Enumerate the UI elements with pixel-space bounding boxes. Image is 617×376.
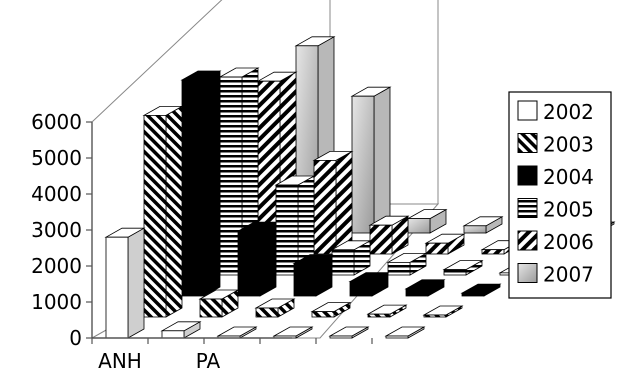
bar-front [349,281,373,297]
y-axis: 0 1000 2000 3000 4000 5000 6000 [31,110,93,350]
bar-front [463,225,487,234]
y-tick-label: 1000 [31,290,82,314]
bar [310,301,352,318]
bar [442,259,484,276]
bar [348,271,390,297]
bar [160,321,202,339]
bar-front [423,314,447,318]
legend-label: 2006 [543,230,594,254]
legend-swatch [517,100,538,121]
bar [180,70,222,297]
x-tick-label: ANH [98,349,142,373]
bar [198,289,240,318]
bar-side [259,221,277,297]
bar [404,279,446,297]
bar-front [293,263,317,297]
bar-front [369,224,393,255]
bar-side [127,227,145,339]
legend-swatch [517,133,538,153]
bar-front [181,79,205,297]
bar [424,233,466,255]
legend-swatch [517,263,538,283]
legend-label: 2004 [543,165,594,189]
bar [406,208,448,234]
y-tick-label: 6000 [31,110,82,134]
bar-front [425,242,449,255]
legend-label: 2002 [543,100,594,124]
bar [272,326,314,339]
y-tick-label: 5000 [31,146,82,170]
legend-swatch [517,198,538,218]
bar [328,326,370,339]
legend-swatch [517,230,538,251]
bar [460,283,502,297]
bar [368,215,410,255]
bar-series [104,36,616,339]
bar-front [351,95,375,234]
bar-front [387,261,411,276]
bar-front [329,335,353,339]
legend: 2002 2003 2004 2005 2006 2007 [508,91,612,299]
bar [216,326,258,339]
y-tick-label: 2000 [31,254,82,278]
bar-front [405,288,429,297]
bar-front [461,292,485,297]
bar-front [161,330,185,339]
bar-front [481,249,505,255]
bar [422,305,464,318]
bar-front [367,313,391,318]
bar [254,298,296,318]
bar [384,326,426,339]
bar [142,105,184,318]
y-tick-label: 0 [69,326,82,350]
bar-side [165,105,183,318]
bar [350,86,392,234]
bar [386,252,428,276]
bar-front [407,218,431,234]
bar [312,150,354,255]
bar [366,304,408,318]
bar-front [275,184,299,276]
bar-front [331,249,355,276]
y-tick-label: 3000 [31,218,82,242]
bar [292,253,334,297]
bar-front [199,298,223,318]
bar [330,240,372,276]
bar-front [311,311,335,318]
bar-front [237,230,261,297]
x-axis: ANH PA [91,337,373,373]
bar-side [335,150,353,255]
legend-label: 2005 [543,198,594,222]
bar-front [443,269,467,276]
legend-swatch [517,165,538,186]
bar-front [313,159,337,255]
bar [236,221,278,297]
bar [104,227,146,339]
bar-front [255,307,279,318]
bar-front [385,335,409,339]
bar-side [373,86,391,234]
bar [274,175,316,276]
bar [462,216,504,234]
bar-side [203,70,221,297]
legend-label: 2007 [543,263,594,287]
x-tick-label: PA [196,349,221,373]
legend-label: 2003 [543,133,594,157]
bar-front [105,236,129,339]
y-tick-label: 4000 [31,182,82,206]
bar-front [143,115,167,318]
